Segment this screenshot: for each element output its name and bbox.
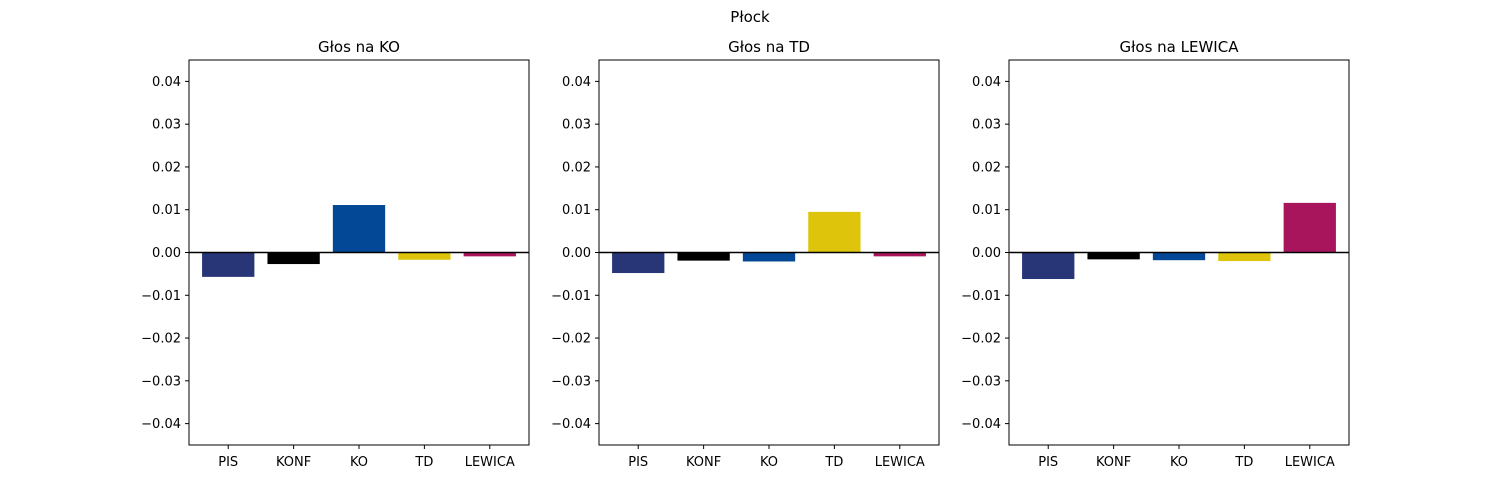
y-tick-label: −0.04: [141, 417, 181, 432]
x-tick-label: LEWICA: [1285, 455, 1335, 470]
bar-td: [1218, 252, 1271, 262]
y-tick-label: −0.01: [141, 289, 181, 304]
bar-konf: [1087, 252, 1140, 260]
bar-lewica: [1283, 202, 1336, 253]
y-tick-label: 0.04: [562, 75, 591, 90]
subplot-2: Głos na TD −0.04 −0.03 −0.02 −0.01 0.00 0.01 0.…: [551, 38, 940, 470]
x-tick-label: PIS: [218, 455, 238, 470]
bar-td: [398, 252, 451, 260]
y-tick-label: −0.02: [141, 332, 181, 347]
bar-lewica: [873, 252, 926, 257]
x-tick-label: LEWICA: [875, 455, 925, 470]
subplot-title: Głos na TD: [728, 38, 810, 56]
y-tick-label: −0.04: [961, 417, 1001, 432]
subplot-title: Głos na KO: [318, 38, 400, 56]
y-tick-label: 0.03: [972, 118, 1001, 133]
y-tick-label: 0.04: [972, 75, 1001, 90]
bar-ko: [332, 205, 386, 253]
x-tick-label: PIS: [1038, 455, 1058, 470]
y-tick-label: 0.02: [152, 160, 181, 175]
axes-frame: [188, 59, 530, 446]
subplot-3: Głos na LEWICA −0.04 −0.03 −0.02 −0.01 0.00 0.…: [961, 38, 1350, 470]
y-tick-label: 0.03: [152, 118, 181, 133]
axes-frame: [1008, 59, 1350, 446]
y-tick-label: −0.01: [551, 289, 591, 304]
bar-td: [808, 211, 861, 253]
bar-konf: [267, 252, 320, 265]
bar-pis: [612, 252, 665, 274]
bar-pis: [202, 252, 255, 277]
y-tick-label: −0.03: [551, 374, 591, 389]
y-tick-label: 0.04: [152, 75, 181, 90]
y-tick-label: 0.01: [562, 203, 591, 218]
figure-suptitle: Płock: [730, 8, 770, 26]
x-tick-label: PIS: [628, 455, 648, 470]
y-tick-label: −0.04: [551, 417, 591, 432]
y-tick-label: 0.03: [562, 118, 591, 133]
y-tick-label: 0.00: [152, 246, 181, 261]
x-tick-label: LEWICA: [465, 455, 515, 470]
axes-frame: [598, 59, 940, 446]
x-tick-label: KO: [1170, 455, 1188, 470]
x-tick-label: TD: [1234, 455, 1253, 470]
bar-ko: [1152, 252, 1206, 261]
y-tick-label: −0.02: [551, 332, 591, 347]
bar-lewica: [463, 252, 516, 257]
x-tick-label: KO: [350, 455, 368, 470]
subplot-1: Głos na KO −0.04 −0.03 −0.02 −0.01 0.00 0.01 0.…: [141, 38, 530, 470]
x-tick-label: KONF: [686, 455, 721, 470]
x-tick-label: KONF: [1096, 455, 1131, 470]
y-tick-label: 0.02: [562, 160, 591, 175]
y-tick-label: −0.03: [961, 374, 1001, 389]
y-tick-label: −0.02: [961, 332, 1001, 347]
bar-ko: [742, 252, 796, 262]
y-tick-label: −0.01: [961, 289, 1001, 304]
y-tick-label: −0.03: [141, 374, 181, 389]
y-tick-label: 0.01: [972, 203, 1001, 218]
subplot-title: Głos na LEWICA: [1120, 38, 1240, 56]
x-tick-label: KONF: [276, 455, 311, 470]
x-tick-label: KO: [760, 455, 778, 470]
y-tick-label: 0.00: [562, 246, 591, 261]
bar-pis: [1022, 252, 1075, 280]
y-tick-label: 0.02: [972, 160, 1001, 175]
x-tick-label: TD: [414, 455, 433, 470]
bar-konf: [677, 252, 730, 261]
x-tick-label: TD: [824, 455, 843, 470]
y-tick-label: 0.01: [152, 203, 181, 218]
y-tick-label: 0.00: [972, 246, 1001, 261]
